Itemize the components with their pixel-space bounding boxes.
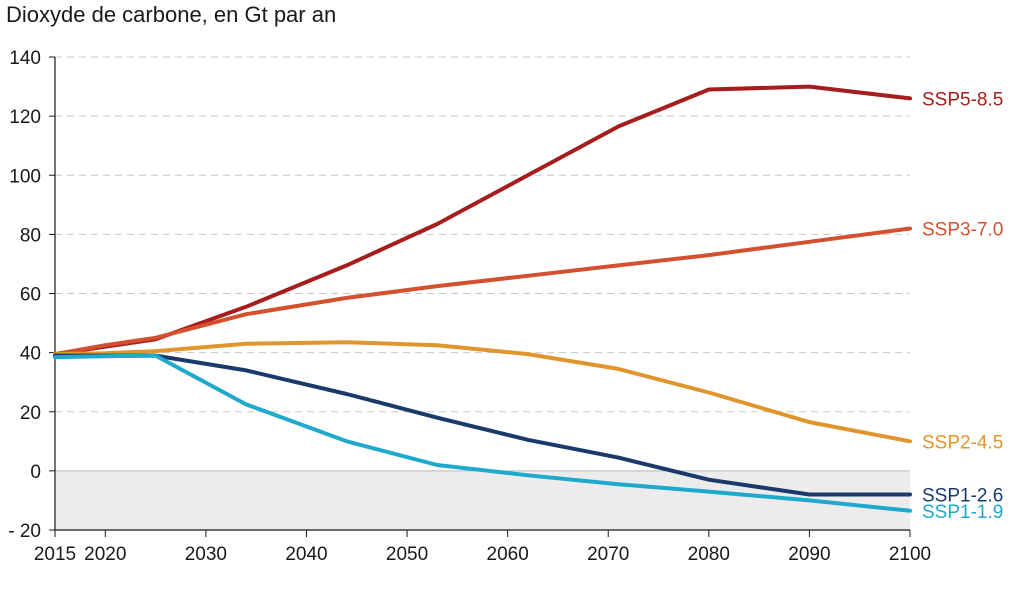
series-label: SSP1-2.6 bbox=[922, 486, 1003, 507]
y-tick-label: 140 bbox=[9, 48, 41, 69]
x-tick-label: 2100 bbox=[889, 544, 931, 565]
series-line bbox=[53, 353, 912, 513]
y-tick-label: 0 bbox=[30, 462, 41, 483]
series-line bbox=[53, 340, 912, 444]
x-tick-label: 2050 bbox=[386, 544, 428, 565]
series-line bbox=[53, 226, 912, 357]
negative-region-shading bbox=[55, 470, 910, 530]
y-tick-label: 20 bbox=[20, 403, 41, 424]
x-tick-label: 2030 bbox=[185, 544, 227, 565]
x-tick-label: 2040 bbox=[285, 544, 327, 565]
y-tick-label: 100 bbox=[9, 166, 41, 187]
x-tick-label: 2070 bbox=[587, 544, 629, 565]
series-label: SSP2-4.5 bbox=[922, 432, 1003, 453]
x-tick-label: 2080 bbox=[688, 544, 730, 565]
series-label: SSP3-7.0 bbox=[922, 219, 1003, 240]
y-tick-label: 80 bbox=[20, 225, 41, 246]
y-tick-label: 60 bbox=[20, 285, 41, 306]
x-tick-label: 2020 bbox=[84, 544, 126, 565]
series-line bbox=[53, 84, 912, 357]
y-tick-label: 120 bbox=[9, 107, 41, 128]
series-label: SSP1-1.9 bbox=[922, 502, 1003, 523]
y-tick-label: - 20 bbox=[8, 521, 41, 542]
x-tick-label: 2015 bbox=[34, 544, 76, 565]
y-tick-label: 40 bbox=[20, 344, 41, 365]
x-tick-label: 2060 bbox=[487, 544, 529, 565]
x-tick-label: 2090 bbox=[788, 544, 830, 565]
series-label: SSP5-8.5 bbox=[922, 89, 1003, 110]
chart-title: Dioxyde de carbone, en Gt par an bbox=[6, 2, 337, 27]
